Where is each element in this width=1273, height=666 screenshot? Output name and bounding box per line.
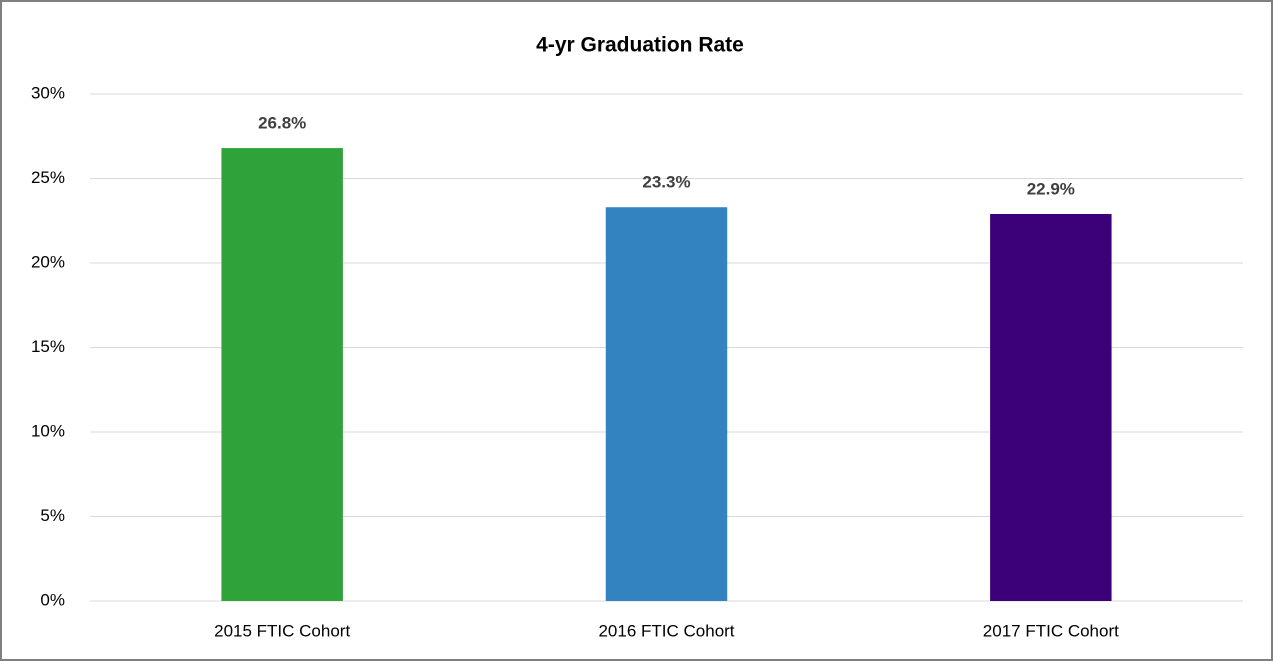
- y-tick-label: 30%: [31, 83, 65, 102]
- y-tick-label: 20%: [31, 252, 65, 271]
- y-tick-label: 25%: [31, 168, 65, 187]
- chart-title: 4-yr Graduation Rate: [536, 34, 744, 57]
- y-tick-label: 10%: [31, 421, 65, 440]
- bar: [605, 207, 728, 602]
- bar: [221, 148, 343, 601]
- y-tick-label: 15%: [31, 337, 65, 356]
- value-label: 26.8%: [258, 114, 306, 133]
- x-tick-label: 2016 FTIC Cohort: [598, 621, 734, 640]
- x-tick-label: 2017 FTIC Cohort: [983, 621, 1119, 640]
- value-label: 22.9%: [1027, 179, 1075, 198]
- y-tick-label: 5%: [40, 506, 65, 525]
- value-label: 23.3%: [642, 173, 690, 192]
- bar: [990, 213, 1112, 602]
- y-tick-label: 0%: [40, 590, 65, 609]
- x-tick-label: 2015 FTIC Cohort: [214, 621, 350, 640]
